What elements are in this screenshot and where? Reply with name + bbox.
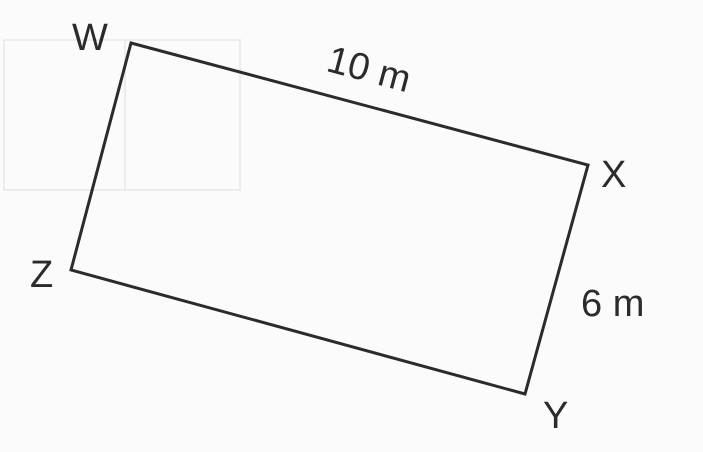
side-length-xy: 6 m [581, 283, 644, 325]
vertex-label-y: Y [543, 395, 568, 437]
vertex-label-z: Z [30, 254, 53, 296]
vertex-label-x: X [601, 154, 626, 196]
side-length-wx: 10 m [323, 39, 415, 101]
rectangle-wxyz [69, 41, 590, 396]
vertex-label-w: W [72, 17, 108, 59]
